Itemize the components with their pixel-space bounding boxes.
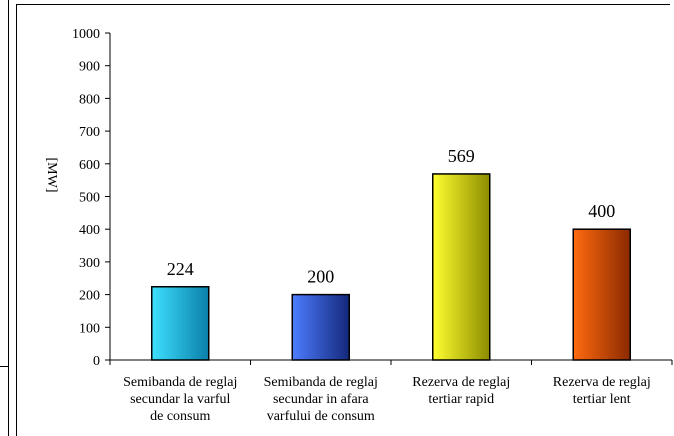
y-tick-label: 700 <box>79 125 100 140</box>
category-label: varfului de consum <box>267 409 375 424</box>
y-axis-label: [MW] <box>44 158 59 193</box>
bar <box>432 173 491 361</box>
y-tick-label: 0 <box>93 354 100 369</box>
bar-value-label: 400 <box>588 201 615 221</box>
bars <box>151 173 631 361</box>
category-label: secundar la varful <box>130 392 230 407</box>
y-tick-label: 600 <box>79 158 100 173</box>
category-label: Rezerva de reglaj <box>412 375 510 390</box>
bar <box>572 228 631 361</box>
category-label: secundar in afara <box>273 392 369 407</box>
y-tick-label: 1000 <box>72 27 100 42</box>
value-labels: 224 200 569 400 <box>167 146 616 287</box>
category-label: Rezerva de reglaj <box>553 375 651 390</box>
y-tick-label: 900 <box>79 60 100 75</box>
category-label: tertiar rapid <box>428 392 494 407</box>
y-ticks: 0 100 200 300 400 500 600 700 800 900 1000 <box>72 27 110 369</box>
y-tick-label: 300 <box>79 256 100 271</box>
y-tick-label: 800 <box>79 92 100 107</box>
chart-frame <box>16 4 670 436</box>
bar-value-label: 224 <box>167 259 194 279</box>
y-tick-label: 400 <box>79 223 100 238</box>
x-ticks <box>109 360 673 365</box>
bar <box>151 286 210 361</box>
bar <box>291 293 350 361</box>
category-label: Semibanda de reglaj <box>264 375 378 390</box>
y-tick-label: 200 <box>79 289 100 304</box>
category-label: de consum <box>150 409 210 424</box>
y-tick-label: 100 <box>79 321 100 336</box>
bar-value-label: 200 <box>307 267 334 287</box>
category-labels: Semibanda de reglaj secundar la varful de … <box>123 375 651 424</box>
left-frame-divider <box>0 366 8 367</box>
category-label: Semibanda de reglaj <box>123 375 237 390</box>
y-tick-label: 500 <box>79 191 100 206</box>
bar-value-label: 569 <box>448 146 475 166</box>
category-label: tertiar lent <box>573 392 631 407</box>
left-frame-border <box>0 0 9 436</box>
